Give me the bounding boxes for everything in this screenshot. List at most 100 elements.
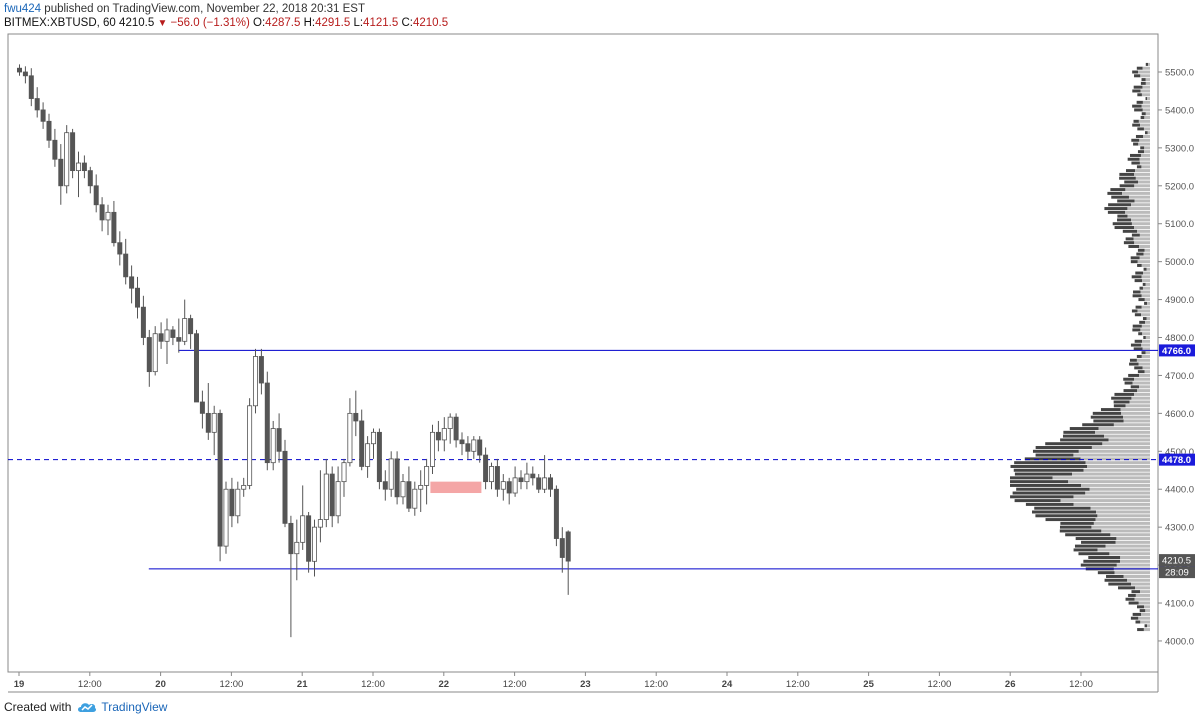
volume-profile-bar-dark (1134, 279, 1143, 283)
candle (524, 462, 530, 490)
candle (93, 174, 99, 213)
countdown-badge (1159, 566, 1195, 579)
candle (553, 485, 559, 547)
volume-profile-bar-dark (1032, 449, 1079, 453)
volume-profile-bar-dark (1136, 66, 1143, 70)
volume-profile-bar-light (1072, 472, 1150, 476)
volume-profile-bar-dark (1117, 199, 1135, 203)
volume-profile-bar-light (1073, 453, 1150, 457)
volume-profile-bar-light (1142, 66, 1150, 70)
volume-profile-bar-dark (1131, 275, 1142, 279)
volume-profile-bar-dark (1132, 123, 1141, 127)
candle-body (252, 356, 258, 407)
candle-body (477, 439, 483, 456)
volume-profile-bar-dark (1106, 574, 1124, 578)
candle-body (359, 420, 365, 467)
time-tick-label: 12:00 (361, 679, 385, 690)
candle (559, 527, 565, 573)
volume-profile-bar-dark (1144, 131, 1148, 135)
candle-body (105, 211, 111, 221)
volume-profile-bar-dark (1128, 244, 1140, 248)
candle (329, 466, 335, 528)
tradingview-brand[interactable]: TradingView (77, 700, 167, 714)
volume-profile-bar-light (1143, 134, 1150, 138)
volume-profile-bar-dark (1132, 89, 1141, 93)
candle-body (429, 431, 435, 467)
volume-profile-bar-dark (1145, 62, 1148, 66)
volume-profile-bar-light (1120, 408, 1150, 412)
volume-profile-bar-light (1087, 464, 1150, 468)
volume-profile-bar-light (1101, 529, 1150, 533)
volume-profile-bar-light (1147, 301, 1150, 305)
candle-body (548, 477, 554, 490)
volume-profile-bar-dark (1127, 157, 1140, 161)
volume-profile-bar-dark (1129, 153, 1141, 157)
price-tick-label: 4300.0 (1165, 523, 1194, 534)
volume-profile-bar-light (1113, 423, 1150, 427)
volume-profile-bar-dark (1083, 559, 1121, 563)
candle-body (229, 488, 235, 517)
volume-profile-bar-dark (1140, 146, 1145, 150)
volume-profile-bar-dark (1135, 305, 1142, 309)
candle (117, 231, 123, 266)
candle-body (146, 337, 152, 373)
volume-profile-bar-dark (1134, 74, 1141, 78)
price-tick-label: 4600.0 (1165, 409, 1194, 420)
volume-profile-bar-dark (1138, 298, 1145, 302)
candle (193, 329, 199, 403)
candle (40, 102, 46, 129)
candle-body (311, 526, 317, 562)
candle-body (276, 428, 282, 452)
volume-profile-bar-light (1140, 328, 1150, 332)
candle-body (494, 466, 500, 490)
volume-profile-bar-dark (1016, 487, 1090, 491)
volume-profile-bar-light (1134, 184, 1150, 188)
volume-profile-bar-dark (1125, 169, 1136, 173)
volume-profile-bar-dark (1034, 506, 1091, 510)
volume-profile-bar-light (1085, 491, 1150, 495)
symbol-name[interactable]: BITMEX:XBTUSD, 60 (4, 17, 116, 29)
volume-profile-bar-dark (1014, 472, 1073, 476)
author-link[interactable]: fwu424 (4, 3, 42, 15)
candle-body (453, 416, 459, 441)
candle-body (435, 431, 441, 441)
candle-body (93, 185, 99, 206)
candle-body (182, 318, 188, 342)
volume-profile-bar-light (1134, 241, 1150, 245)
volume-profile-bar-light (1144, 150, 1150, 154)
volume-profile-bar-dark (1123, 241, 1135, 245)
candle-body (553, 488, 559, 539)
volume-profile-bar-dark (1032, 510, 1097, 514)
time-tick-label: 12:00 (928, 679, 952, 690)
volume-profile-bar-light (1135, 169, 1150, 173)
candle-body (394, 458, 400, 498)
candle (323, 458, 329, 528)
volume-profile-bar-light (1133, 237, 1150, 241)
candle (276, 413, 282, 463)
volume-profile-bar-dark (1035, 446, 1092, 450)
candle-body (341, 462, 347, 483)
volume-profile-bar-dark (1125, 237, 1134, 241)
volume-profile-bar-dark (1128, 373, 1140, 377)
volume-profile-bar-dark (1137, 370, 1145, 374)
volume-profile-bar-light (1138, 385, 1150, 389)
volume-profile-bar-light (1146, 624, 1150, 628)
volume-profile-bar-dark (1082, 423, 1114, 427)
volume-profile-bar-dark (1133, 119, 1139, 123)
candle (441, 417, 447, 452)
volume-profile-bar-light (1144, 248, 1150, 252)
candle (477, 436, 483, 463)
volume-profile-bar-light (1134, 597, 1150, 601)
volume-profile-bar-dark (1138, 332, 1143, 336)
volume-profile-bar-dark (1073, 548, 1098, 552)
candle-body (193, 333, 199, 403)
volume-profile-bar-dark (1117, 214, 1128, 218)
level-price-badge (1159, 453, 1195, 466)
volume-profile-bar-light (1083, 468, 1150, 472)
candle-body (382, 481, 388, 490)
candle (294, 519, 300, 581)
volume-profile-bar-light (1140, 620, 1150, 624)
volume-profile-bar-light (1144, 605, 1150, 609)
candle (182, 299, 188, 346)
